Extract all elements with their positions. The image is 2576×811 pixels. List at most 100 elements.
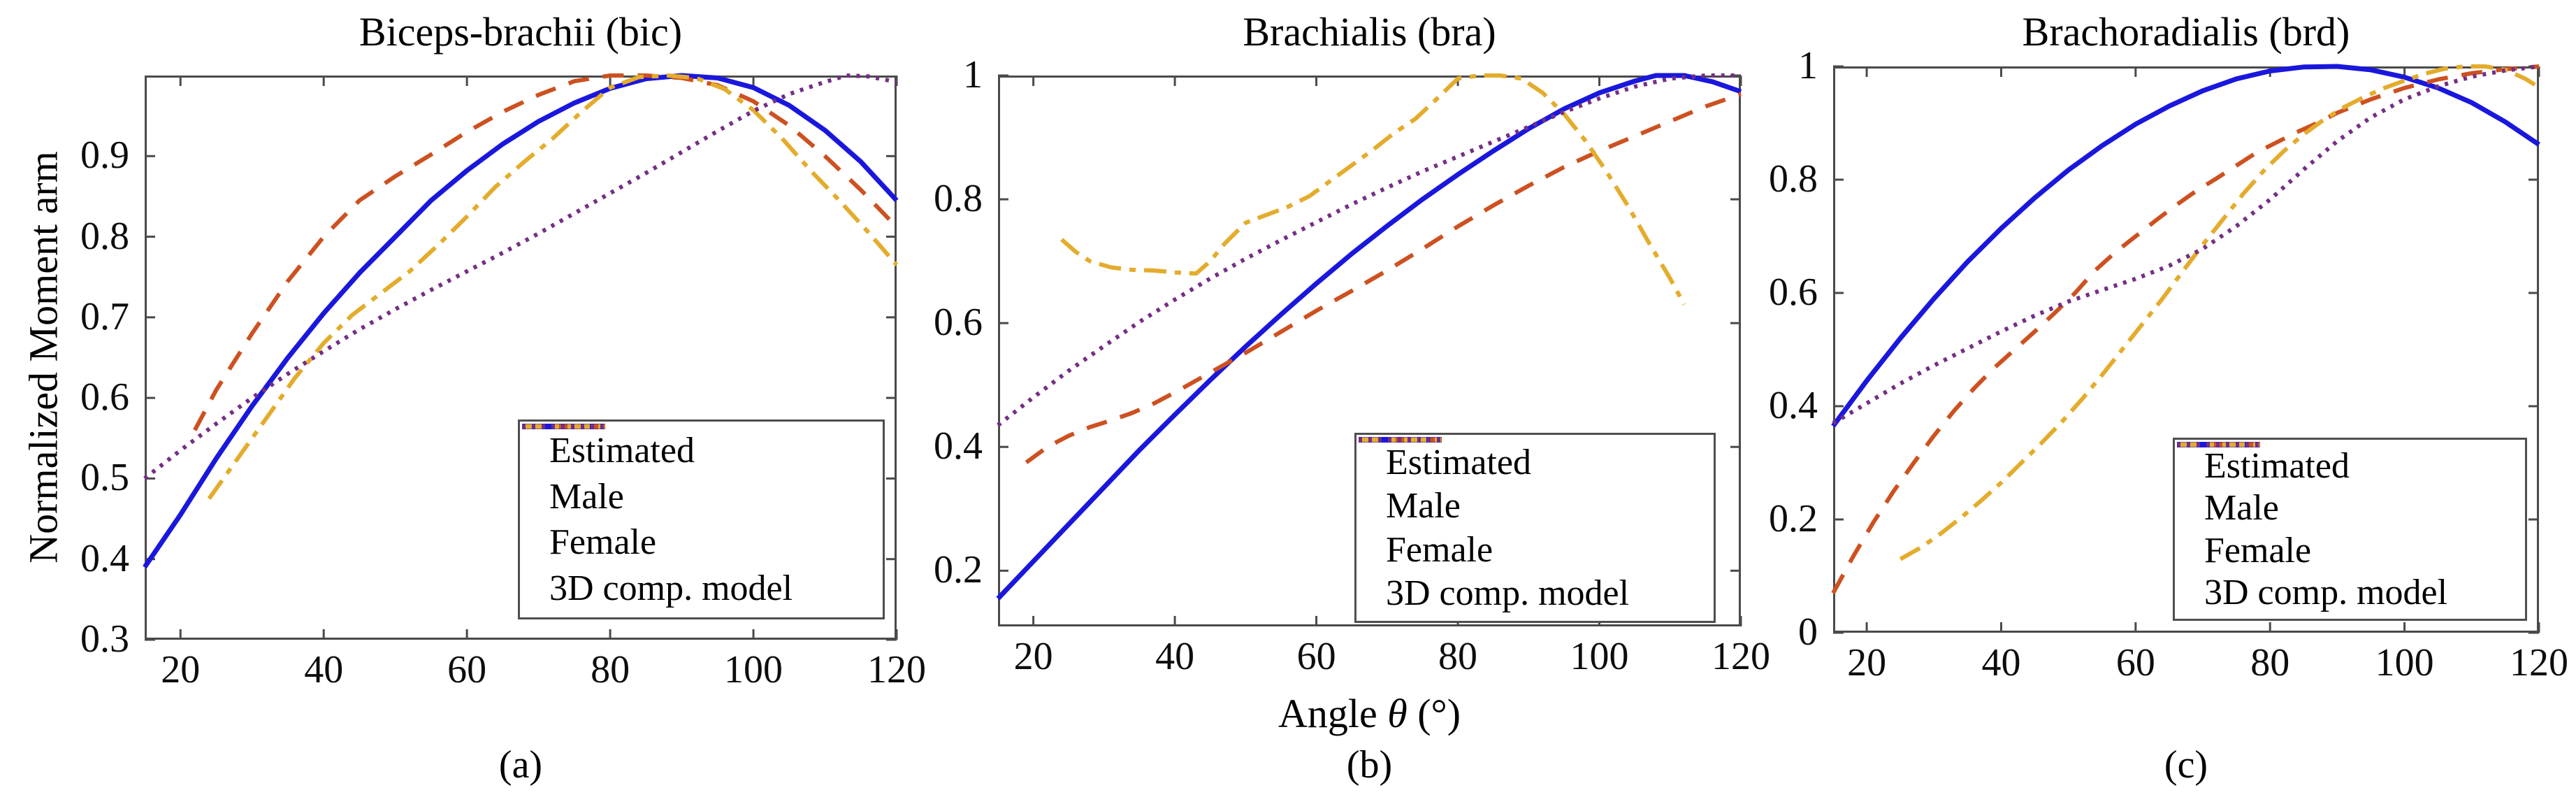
legend-label-3d-comp-model: 3D comp. model	[1386, 573, 1630, 614]
legend-label-female: Female	[1386, 529, 1493, 570]
x-tick-label-120: 120	[2510, 641, 2568, 684]
y-tick-label-0.7: 0.7	[80, 294, 129, 338]
legend-label-male: Male	[1386, 486, 1461, 526]
series-line-3d-comp-model	[997, 73, 1741, 427]
y-tick-label-0.2: 0.2	[934, 548, 983, 592]
series-line-estimated	[996, 73, 1742, 601]
x-tick-label-120: 120	[1712, 635, 1770, 678]
y-tick-label-0.4: 0.4	[1769, 384, 1818, 427]
series-line-3d-comp-model	[1832, 64, 2540, 425]
axes-frame	[998, 76, 1741, 626]
chart-panel-brachoradialis: Brachoradialis (brd) Estimated Male Fema…	[1751, 0, 2576, 811]
y-tick-label-0.3: 0.3	[80, 617, 129, 661]
legend-sample-female-line	[522, 424, 605, 429]
chart-canvas	[143, 73, 899, 641]
chart-title-biceps: Biceps-brachii (bic)	[359, 9, 683, 55]
legend-sample-3d-comp-model-line	[2177, 442, 2260, 447]
legend-item-female: Female	[522, 424, 871, 563]
legend-item-male: Male	[522, 424, 871, 517]
y-tick-label-0.6: 0.6	[1769, 271, 1818, 314]
chart-title-brachoradialis: Brachoradialis (brd)	[2022, 9, 2350, 55]
series-line-female	[1899, 64, 2540, 561]
x-tick-label-20: 20	[161, 648, 201, 691]
x-tick-label-100: 100	[724, 648, 783, 691]
legend-item-male: Male	[2177, 442, 2514, 529]
legend-item-female: Female	[2177, 442, 2514, 571]
y-tick-label-0.5: 0.5	[80, 456, 129, 500]
y-tick-label-1: 1	[1798, 44, 1818, 87]
legend-item-female: Female	[1359, 437, 1702, 570]
legend-label-female: Female	[549, 522, 657, 563]
x-tick-label-120: 120	[867, 648, 926, 691]
series-line-estimated	[1831, 64, 2540, 428]
legend-label-male: Male	[2204, 488, 2279, 529]
panel-letter-a: (a)	[498, 743, 543, 787]
series-line-male	[1025, 92, 1742, 464]
y-tick-label-0.9: 0.9	[80, 134, 129, 178]
y-tick-label-0.2: 0.2	[1769, 497, 1818, 540]
series-line-female	[207, 73, 899, 501]
legend-label-estimated: Estimated	[2204, 445, 2350, 486]
y-tick-label-1: 1	[963, 53, 983, 96]
x-tick-label-80: 80	[2250, 641, 2290, 684]
legend-sample-female-line	[1359, 437, 1442, 443]
x-tick-label-80: 80	[1438, 635, 1478, 678]
series-line-female	[1060, 73, 1686, 306]
x-tick-label-20: 20	[1013, 635, 1053, 678]
chart-canvas	[996, 73, 1742, 626]
legend-item-estimated: Estimated	[1359, 437, 1702, 483]
x-tick-label-100: 100	[1570, 635, 1629, 678]
x-tick-label-80: 80	[591, 648, 630, 691]
legend-label-3d-comp-model: 3D comp. model	[2204, 573, 2448, 613]
x-tick-label-100: 100	[2375, 641, 2434, 684]
series-line-estimated	[143, 73, 899, 569]
x-axis-label: Angle θ (°)	[1278, 691, 1461, 736]
y-tick-label-0.4: 0.4	[80, 536, 129, 580]
x-tick-label-20: 20	[1847, 641, 1887, 684]
y-tick-label-0.8: 0.8	[80, 214, 129, 258]
x-tick-label-40: 40	[1981, 641, 2021, 684]
y-tick-label-0.8: 0.8	[1769, 157, 1818, 201]
legend-label-3d-comp-model: 3D comp. model	[549, 568, 793, 608]
legend-label-male: Male	[549, 476, 624, 517]
x-tick-label-60: 60	[2115, 641, 2155, 684]
legend-item-3d-comp-model: 3D comp. model	[522, 424, 871, 609]
legend-item-estimated: Estimated	[2177, 442, 2514, 487]
y-tick-label-0.6: 0.6	[80, 375, 129, 419]
legend-item-male: Male	[1359, 437, 1702, 526]
panel-letter-c: (c)	[2164, 743, 2208, 787]
legend-box-brachoradialis: Estimated Male Female 3D comp. model	[2173, 438, 2527, 621]
series-line-male	[193, 73, 899, 431]
series-line-3d-comp-model	[143, 73, 897, 480]
legend-item-3d-comp-model: 3D comp. model	[2177, 442, 2514, 613]
chart-panel-biceps-brachii: Biceps-brachii (bic) Normalized Moment a…	[0, 0, 929, 811]
legend-sample-3d-comp-model-line	[522, 424, 605, 429]
legend-label-estimated: Estimated	[1386, 442, 1531, 482]
chart-canvas	[1831, 64, 2540, 634]
legend-label-estimated: Estimated	[549, 431, 695, 471]
legend-item-estimated: Estimated	[522, 424, 871, 471]
axes-frame	[145, 76, 897, 640]
plot-area-biceps: Estimated Male Female 3D comp. model	[143, 73, 899, 641]
legend-item-3d-comp-model: 3D comp. model	[1359, 437, 1702, 614]
y-tick-label-0.8: 0.8	[934, 177, 983, 221]
x-tick-label-60: 60	[447, 648, 487, 691]
plot-area-brachialis: Estimated Male Female 3D comp. model	[996, 73, 1742, 626]
y-axis-label: Normalized Moment arm	[20, 151, 66, 564]
legend-box-biceps: Estimated Male Female 3D comp. model	[518, 419, 885, 619]
series-line-male	[1831, 64, 2540, 594]
axes-frame	[1833, 66, 2539, 633]
x-tick-label-40: 40	[1155, 635, 1195, 678]
y-tick-label-0: 0	[1798, 610, 1818, 654]
plot-area-brachoradialis: Estimated Male Female 3D comp. model	[1831, 64, 2540, 634]
legend-sample-3d-comp-model-line	[1359, 437, 1442, 443]
x-tick-label-60: 60	[1296, 635, 1336, 678]
chart-title-brachialis: Brachialis (bra)	[1243, 9, 1496, 55]
y-tick-label-0.4: 0.4	[934, 424, 983, 468]
theta-symbol: θ	[1387, 691, 1408, 736]
legend-sample-female-line	[2177, 442, 2260, 447]
chart-panel-brachialis: Brachialis (bra) Estimated Male Female 3…	[929, 0, 1770, 811]
legend-label-female: Female	[2204, 530, 2312, 570]
panel-letter-b: (b)	[1346, 743, 1393, 787]
